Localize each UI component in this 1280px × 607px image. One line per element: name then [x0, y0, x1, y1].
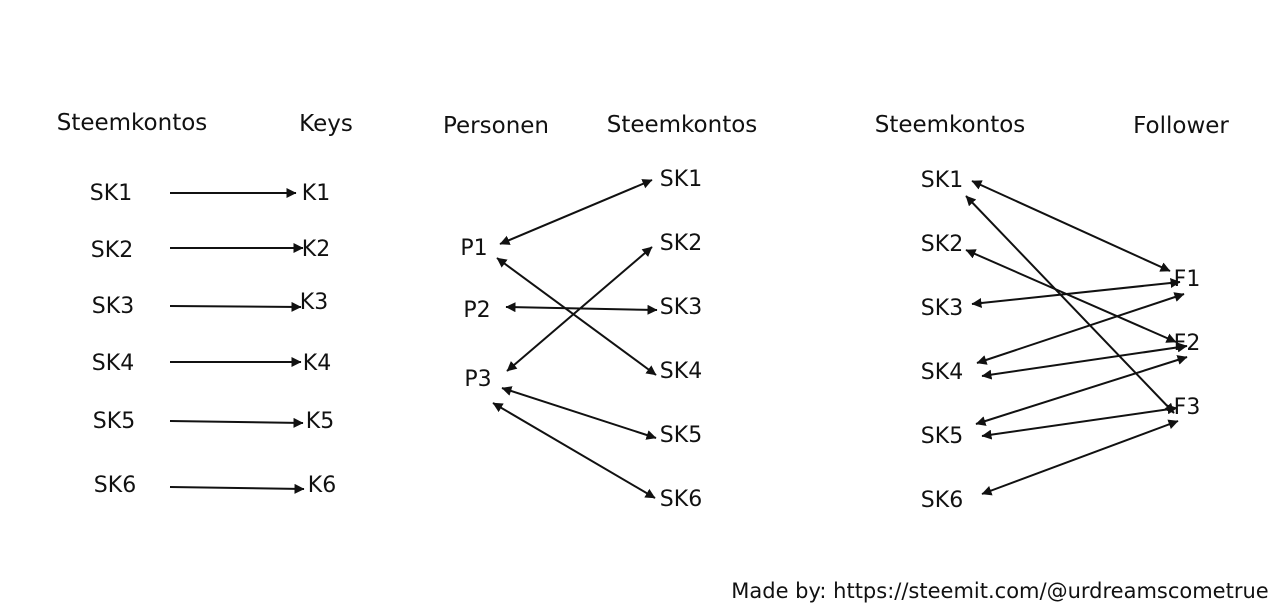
- panel-followers-node-sk2: SK2: [921, 232, 963, 257]
- arrow-keys-sk6-k6: [169, 483, 305, 494]
- panel-followers-node-sk4: SK4: [921, 360, 963, 385]
- panel-persons-node-p1: P1: [460, 236, 487, 261]
- panel-keys-node-sk3: SK3: [92, 294, 134, 319]
- panel-followers-node-sk3: SK3: [921, 296, 963, 321]
- panel-persons-node-sk4: SK4: [660, 359, 702, 384]
- panel-persons-node-p3: P3: [464, 367, 491, 392]
- panel-followers-node-f2: F2: [1174, 331, 1201, 356]
- arrow-followers-sk1-f1: [971, 180, 1171, 272]
- panel-persons: Personen Steemkontos P1 P2 P3 SK1 SK2 SK…: [443, 112, 757, 512]
- panel-keys-node-k3: K3: [300, 290, 328, 315]
- panel-keys-node-sk4: SK4: [92, 351, 134, 376]
- arrow-followers-sk1-f3: [965, 195, 1175, 414]
- panel-persons-node-p2: P2: [463, 298, 490, 323]
- panel-followers-node-sk6: SK6: [921, 488, 963, 513]
- arrow-followers-sk6-f3: [981, 419, 1179, 496]
- panel-followers-node-sk1: SK1: [921, 168, 963, 193]
- arrow-followers-sk5-f2: [975, 355, 1188, 426]
- panel-keys-node-k2: K2: [302, 237, 330, 262]
- panel-followers: Steemkontos Follower SK1 SK2 SK3 SK4 SK5…: [875, 112, 1230, 513]
- panel-keys-node-k4: K4: [303, 351, 331, 376]
- panel-keys-left-header: Steemkontos: [57, 110, 208, 136]
- panel-keys-node-sk2: SK2: [91, 238, 133, 263]
- panel-persons-node-sk5: SK5: [660, 423, 702, 448]
- arrow-followers-sk4-f1: [976, 292, 1185, 365]
- panel-keys-node-k6: K6: [308, 473, 336, 498]
- panel-followers-node-sk5: SK5: [921, 424, 963, 449]
- panel-keys-node-sk5: SK5: [93, 409, 135, 434]
- panel-followers-right-header: Follower: [1133, 113, 1229, 139]
- panel-keys-node-k1: K1: [302, 181, 330, 206]
- arrow-persons-p1-sk1: [499, 179, 653, 245]
- panel-followers-node-f3: F3: [1174, 395, 1201, 420]
- panel-keys-node-k5: K5: [306, 409, 334, 434]
- panel-persons-right-header: Steemkontos: [607, 112, 758, 138]
- arrow-keys-sk3-k3: [169, 301, 302, 312]
- arrow-keys-sk5-k5: [169, 417, 304, 428]
- panel-persons-node-sk2: SK2: [660, 231, 702, 256]
- panel-keys: Steemkontos Keys SK1 SK2 SK3 SK4 SK5 SK6…: [57, 110, 353, 498]
- arrow-persons-p3-sk2: [506, 246, 653, 372]
- panel-keys-right-header: Keys: [299, 111, 353, 137]
- panel-persons-node-sk3: SK3: [660, 295, 702, 320]
- panel-followers-left-header: Steemkontos: [875, 112, 1026, 138]
- panel-persons-node-sk1: SK1: [660, 167, 702, 192]
- panel-keys-node-sk1: SK1: [90, 181, 132, 206]
- panel-persons-node-sk6: SK6: [660, 487, 702, 512]
- arrow-persons-p3-sk5: [501, 386, 657, 440]
- arrow-persons-p1-sk4: [496, 257, 657, 376]
- panel-persons-left-header: Personen: [443, 113, 549, 139]
- arrow-persons-p3-sk6: [492, 402, 656, 499]
- panel-followers-node-f1: F1: [1174, 267, 1201, 292]
- credit-text: Made by: https://steemit.com/@urdreamsco…: [731, 579, 1268, 603]
- arrow-followers-sk3-f1: [971, 278, 1181, 308]
- arrow-followers-sk2-f2: [965, 249, 1177, 343]
- panel-keys-node-sk6: SK6: [94, 473, 136, 498]
